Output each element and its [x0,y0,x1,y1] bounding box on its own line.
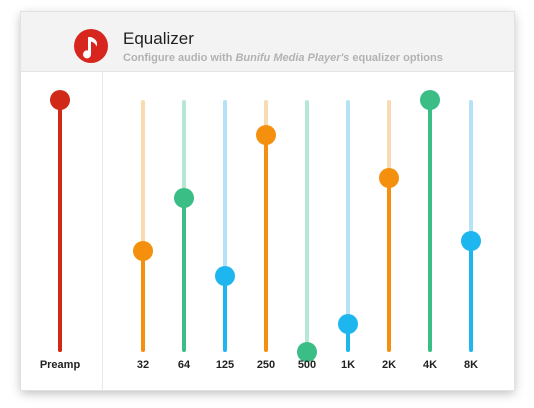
band-slider-32-thumb[interactable] [133,241,153,262]
band-slider-1k[interactable]: 1K [326,72,370,390]
band-slider-1k-fill [346,324,350,352]
band-slider-2k-thumb[interactable] [379,168,399,189]
band-slider-32-fill [141,251,145,352]
band-slider-500-track[interactable] [305,100,309,352]
band-slider-8k-fill [469,241,473,352]
band-slider-4k-fill [428,100,432,352]
preamp-slider-thumb[interactable] [50,90,70,110]
preamp-slider-fill [58,100,62,352]
band-slider-64-label: 64 [177,359,191,371]
band-slider-1k-label: 1K [340,359,356,371]
band-slider-64[interactable]: 64 [162,72,206,390]
band-slider-1k-thumb[interactable] [338,314,358,335]
band-slider-32-track[interactable] [141,100,145,352]
equalizer-window: Equalizer Configure audio with Bunifu Me… [21,12,514,390]
header: Equalizer Configure audio with Bunifu Me… [21,12,514,72]
band-slider-32[interactable]: 32 [121,72,165,390]
band-slider-500-thumb[interactable] [297,342,317,362]
band-slider-2k[interactable]: 2K [367,72,411,390]
band-slider-4k-label: 4K [422,359,438,371]
band-slider-64-fill [182,198,186,352]
band-slider-125-fill [223,276,227,352]
band-slider-8k[interactable]: 8K [449,72,493,390]
band-slider-125-label: 125 [215,359,235,371]
band-slider-250-thumb[interactable] [256,125,276,146]
band-slider-8k-track[interactable] [469,100,473,352]
band-slider-4k-thumb[interactable] [420,90,440,110]
preamp-slider[interactable]: Preamp [38,72,82,390]
band-slider-125[interactable]: 125 [203,72,247,390]
band-slider-250[interactable]: 250 [244,72,288,390]
page-title: Equalizer [123,29,194,48]
band-slider-250-fill [264,135,268,352]
band-slider-4k[interactable]: 4K [408,72,452,390]
band-slider-8k-thumb[interactable] [461,231,481,252]
music-note-icon [74,29,108,63]
band-slider-32-label: 32 [136,359,150,371]
band-slider-1k-track[interactable] [346,100,350,352]
band-slider-2k-fill [387,178,391,352]
preamp-slider-label: Preamp [39,359,81,371]
band-slider-500-label: 500 [297,359,317,371]
band-slider-125-thumb[interactable] [215,266,235,287]
band-slider-8k-label: 8K [463,359,479,371]
band-slider-500[interactable]: 500 [285,72,329,390]
band-slider-250-label: 250 [256,359,276,371]
band-slider-125-track[interactable] [223,100,227,352]
page-subtitle: Configure audio with Bunifu Media Player… [123,52,443,64]
band-slider-2k-label: 2K [381,359,397,371]
band-slider-64-thumb[interactable] [174,188,194,209]
preamp-divider [102,72,103,390]
